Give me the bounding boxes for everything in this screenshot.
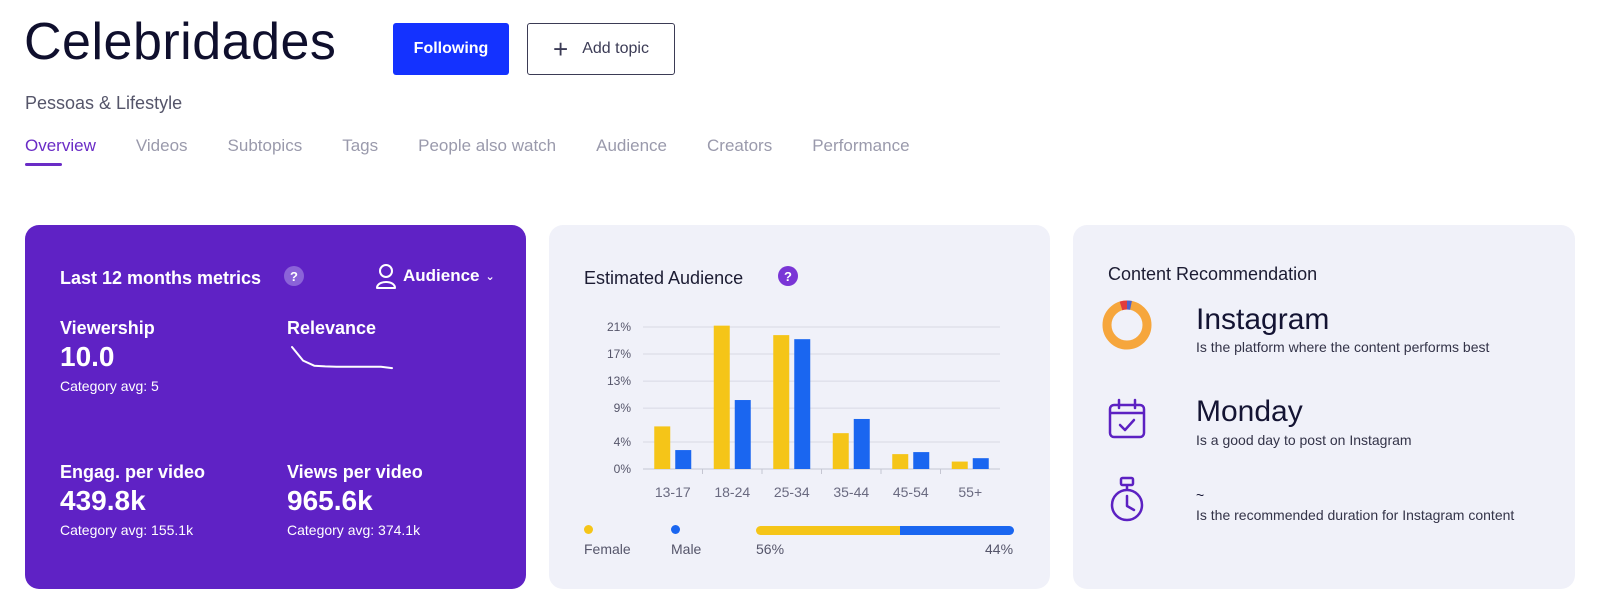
audience-card: Estimated Audience ? 0% 4% 9% 13% 17% 21% 13-1… [549, 225, 1050, 589]
following-button[interactable]: Following [393, 23, 509, 75]
metrics-card: Last 12 months metrics ? Audience ⌄ View… [25, 225, 526, 589]
engagement-value: 439.8k [60, 485, 146, 516]
engagement-avg: Category avg: 155.1k [60, 522, 194, 538]
relevance-sparkline [291, 346, 393, 370]
engagement-label: Engag. per video [60, 462, 206, 482]
platform-description: Is the platform where the content perfor… [1196, 339, 1490, 355]
bar-female-35-44 [832, 433, 849, 469]
x-tick-label: 45-54 [893, 484, 929, 500]
donut-chart-icon [1101, 299, 1153, 351]
tab-people-also-watch[interactable]: People also watch [418, 136, 557, 155]
viewership-avg: Category avg: 5 [60, 378, 159, 394]
bar-female-25-34 [773, 335, 790, 469]
bar-female-18-24 [713, 325, 730, 469]
viewership-label: Viewership [60, 318, 155, 338]
platform-name: Instagram [1196, 303, 1330, 336]
x-tick-label: 18-24 [714, 484, 750, 500]
x-tick-label: 25-34 [774, 484, 810, 500]
male-share-label: 44% [985, 541, 1014, 557]
recommendation-card: Content Recommendation Instagram Is the … [1073, 225, 1575, 589]
views-label: Views per video [287, 462, 423, 482]
x-tick-label: 13-17 [655, 484, 691, 500]
audience-help-icon[interactable]: ? [778, 266, 798, 286]
add-topic-label: Add topic [582, 40, 649, 57]
metrics-title: Last 12 months metrics [60, 268, 262, 288]
views-value: 965.6k [287, 485, 373, 516]
tab-tags[interactable]: Tags [342, 136, 379, 155]
y-tick-label: 17% [607, 347, 631, 361]
audience-bar-chart: 0% 4% 9% 13% 17% 21% 13-17 18-24 25-34 35-44 45-54… [607, 320, 1000, 500]
audience-title: Estimated Audience [584, 268, 744, 288]
bar-female-55+ [951, 461, 968, 469]
best-day-description: Is a good day to post on Instagram [1196, 432, 1412, 448]
bar-male-35-44 [853, 418, 870, 469]
male-share-fill [900, 526, 1014, 535]
page-title: Celebridades [24, 13, 337, 71]
y-tick-label: 4% [614, 435, 632, 449]
male-legend-label: Male [671, 541, 702, 557]
y-tick-label: 0% [614, 462, 632, 476]
category-label: Pessoas & Lifestyle [25, 93, 183, 113]
best-day: Monday [1196, 395, 1303, 428]
y-tick-label: 13% [607, 374, 631, 388]
tab-performance[interactable]: Performance [812, 136, 910, 155]
calendar-check-icon [1101, 393, 1153, 445]
viewership-value: 10.0 [60, 341, 115, 372]
audience-dropdown-label: Audience [403, 266, 480, 285]
bar-female-13-17 [654, 426, 671, 469]
bar-female-45-54 [892, 454, 909, 469]
plus-icon: + [553, 34, 569, 64]
relevance-label: Relevance [287, 318, 377, 338]
x-tick-label: 35-44 [833, 484, 869, 500]
bar-male-13-17 [675, 450, 692, 469]
chevron-down-icon: ⌄ [485, 270, 495, 283]
gender-split-bar [756, 526, 1014, 535]
male-legend-dot [671, 525, 680, 534]
duration-description: Is the recommended duration for Instagra… [1196, 507, 1515, 523]
female-legend-dot [584, 525, 593, 534]
tab-bar: Overview Videos Subtopics Tags People al… [25, 136, 950, 166]
female-share-fill [756, 526, 901, 535]
x-tick-label: 55+ [958, 484, 982, 500]
tab-subtopics[interactable]: Subtopics [227, 136, 303, 155]
audience-dropdown[interactable]: Audience ⌄ [375, 263, 495, 289]
bar-male-55+ [972, 458, 989, 469]
metrics-help-icon[interactable]: ? [284, 266, 304, 286]
user-icon [376, 264, 396, 289]
duration-value: ~ [1196, 487, 1205, 503]
tab-videos[interactable]: Videos [135, 136, 188, 155]
views-avg: Category avg: 374.1k [287, 522, 421, 538]
y-tick-label: 9% [614, 401, 632, 415]
tab-creators[interactable]: Creators [707, 136, 773, 155]
stopwatch-icon [1101, 474, 1153, 526]
add-topic-button[interactable]: + Add topic [527, 23, 675, 75]
y-tick-label: 21% [607, 320, 631, 334]
female-share-label: 56% [756, 541, 785, 557]
relevance-trend-line [291, 346, 393, 370]
bar-male-18-24 [734, 400, 751, 469]
tab-overview[interactable]: Overview [25, 136, 96, 166]
recommendation-title: Content Recommendation [1108, 264, 1318, 284]
tab-audience[interactable]: Audience [596, 136, 668, 155]
female-legend-label: Female [584, 541, 631, 557]
bar-male-45-54 [913, 452, 930, 469]
bar-male-25-34 [794, 339, 811, 469]
